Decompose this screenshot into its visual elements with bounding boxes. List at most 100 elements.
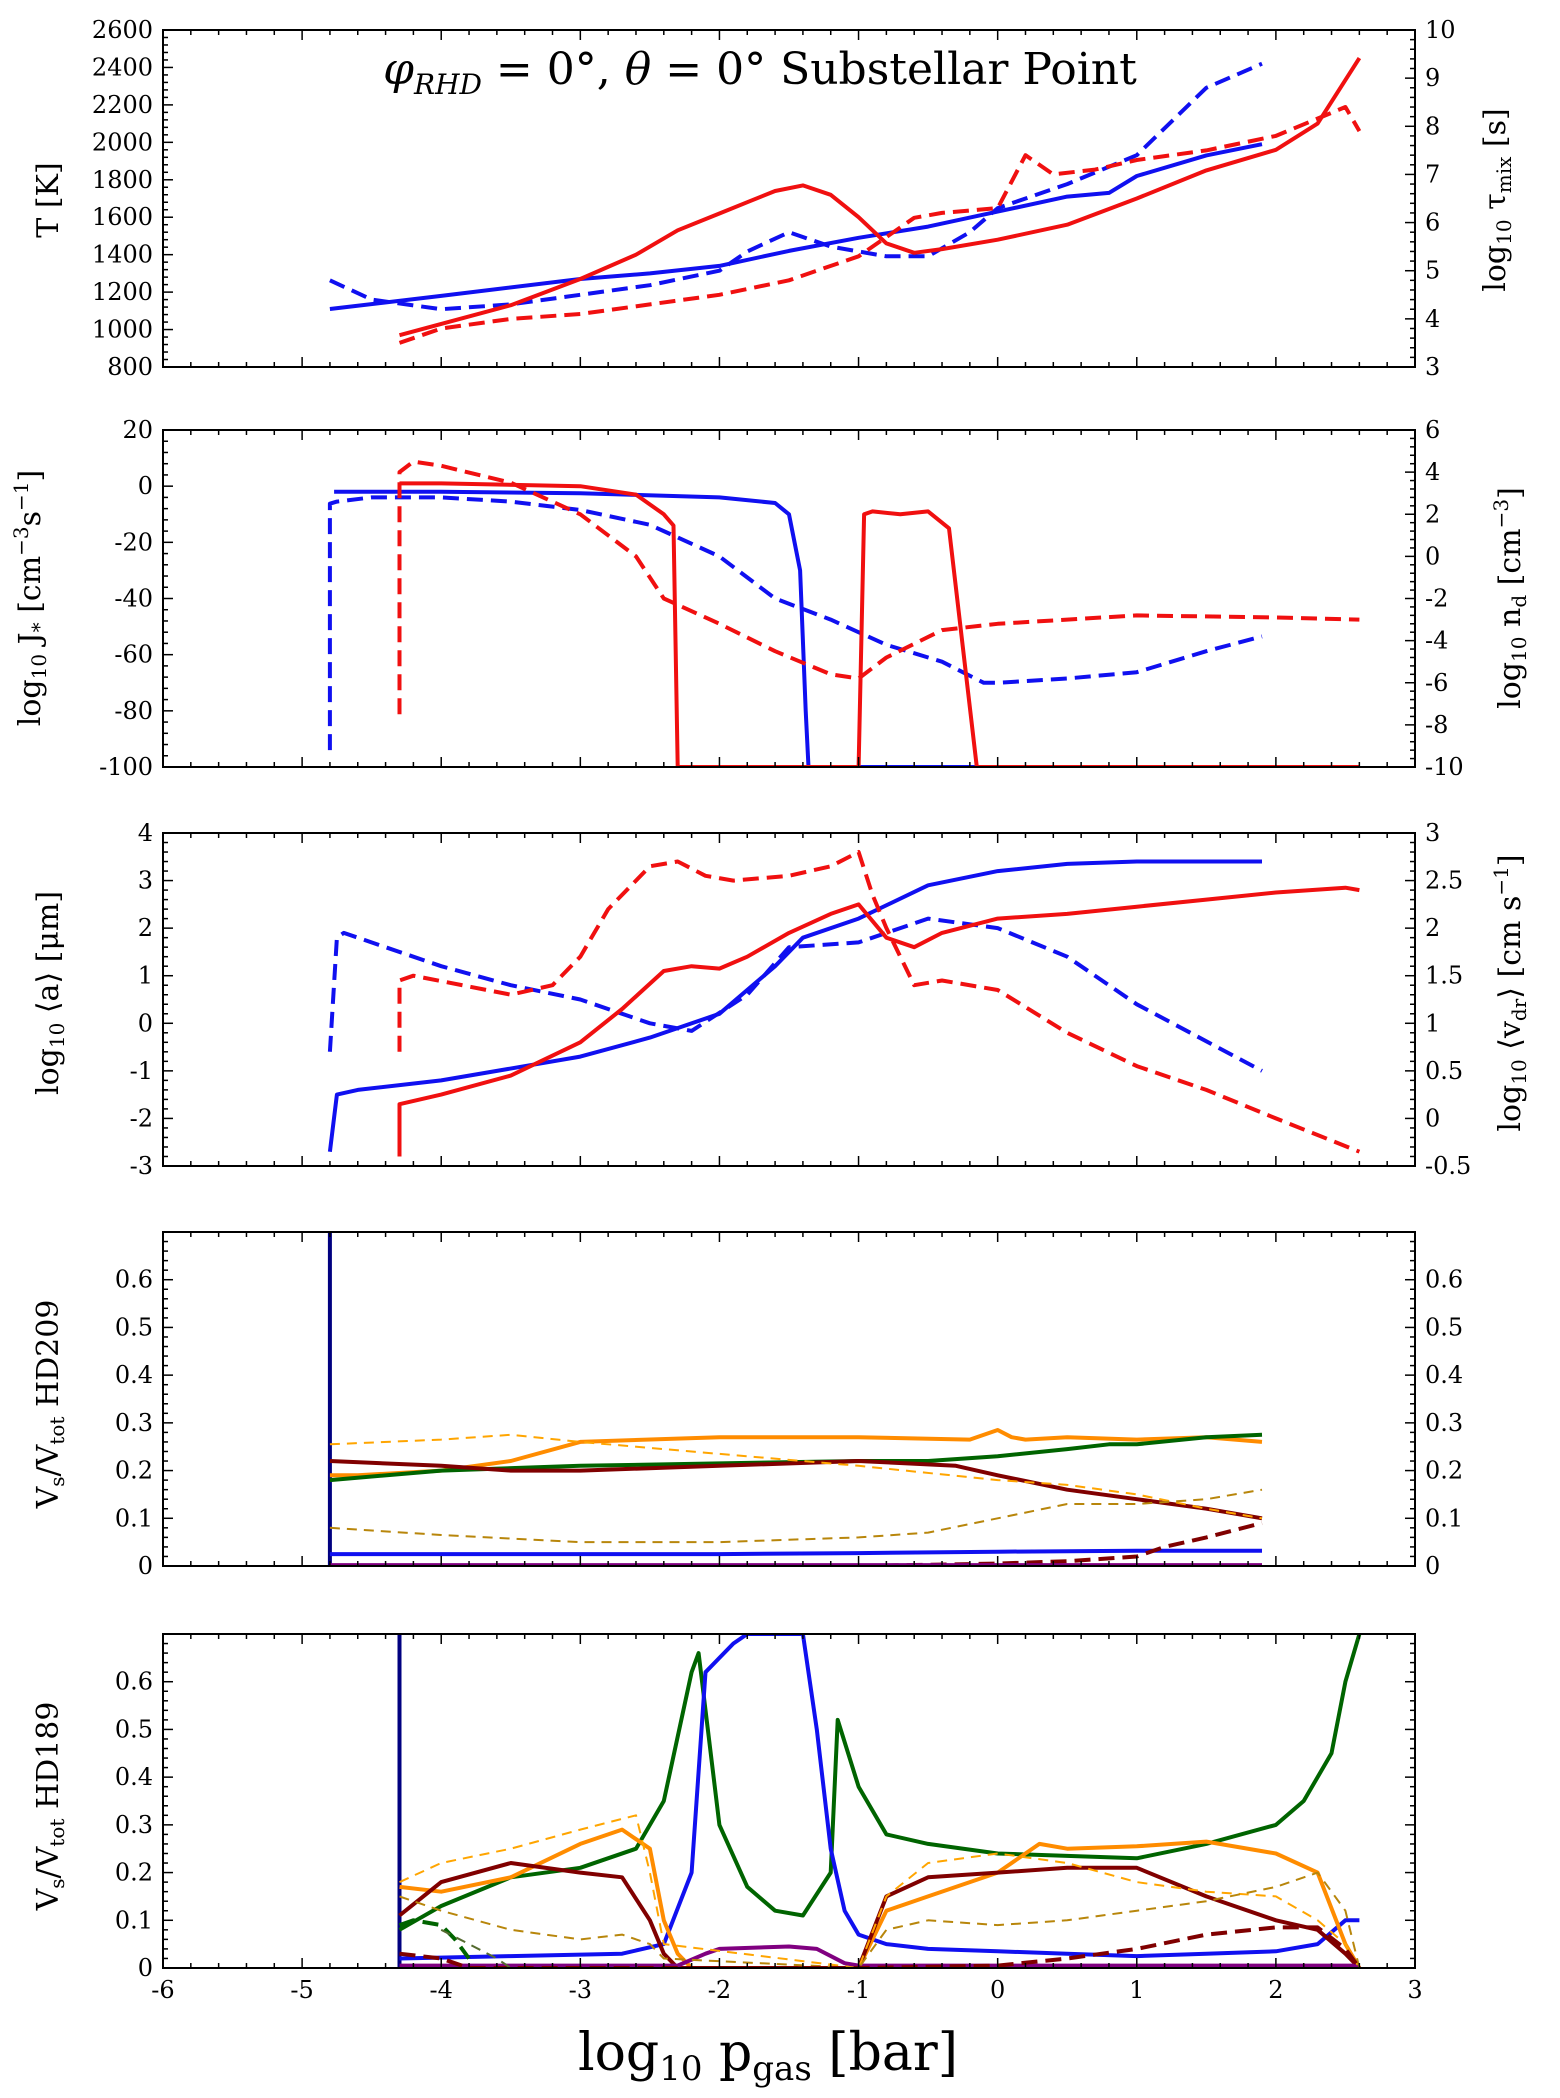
p1-ytick-left-label: 1600 <box>92 203 153 231</box>
p3-frame <box>162 832 1416 1167</box>
p4-ytick-left-label: 0.6 <box>115 1266 153 1294</box>
p1-ytick-right-label: 3 <box>1425 353 1440 381</box>
p1-ytick-right-label: 5 <box>1425 257 1440 285</box>
p2-ytick-right-label: -10 <box>1425 753 1464 781</box>
x-axis-label: log10 pgas [bar] <box>578 2023 958 2089</box>
panel-1-title: φRHD = 0°, θ = 0° Substellar Point <box>383 44 1137 101</box>
p1-ytick-left-label: 800 <box>107 353 153 381</box>
p5-series-6 <box>399 1944 1360 1968</box>
p1-ytick-right-label: 8 <box>1425 112 1440 140</box>
p2-ytick-right-label: 4 <box>1425 458 1440 486</box>
p2-ytick-right-label: -4 <box>1425 627 1448 655</box>
p4-ytick-left-label: 0.5 <box>115 1313 153 1341</box>
p3-ytick-right-label: 2 <box>1425 914 1440 942</box>
p3-ytick-left-label: 4 <box>138 819 153 847</box>
p3-series-2 <box>327 916 1263 1073</box>
panel-1-ylabel-right: log10 τmix [s] <box>1478 108 1516 291</box>
p4-ytick-left-label: 0.1 <box>115 1504 153 1532</box>
p2-ytick-right-label: 0 <box>1425 542 1440 570</box>
x-tick-label: 0 <box>990 1976 1005 2004</box>
p5-ytick-left-label: 0.4 <box>115 1763 153 1791</box>
x-tick-label: -5 <box>290 1976 313 2004</box>
p1-ytick-right-label: 10 <box>1425 16 1456 44</box>
p4-ytick-right-label: 0.3 <box>1425 1409 1463 1437</box>
p3-ytick-right-label: 0 <box>1425 1104 1440 1132</box>
panel-2-ylabel-left: log10 J* [cm−3s−1] <box>9 470 51 726</box>
panel-3-ylabel-left: log10 ⟨a⟩ [μm] <box>31 891 69 1095</box>
p5-series-8 <box>399 1871 1361 1968</box>
panel-temperature: 800 1000 1200 1400 1600 1800 2000 2200 2400 2600 3… <box>31 16 1516 381</box>
p4-ytick-left-label: 0.4 <box>115 1361 153 1389</box>
p5-series-7 <box>399 1814 1361 1968</box>
panel-1-plot: 800 1000 1200 1400 1600 1800 2000 2200 2400 2600 3… <box>92 16 1456 381</box>
p1-ytick-left-label: 1400 <box>92 241 153 269</box>
p1-ytick-left-label: 1800 <box>92 166 153 194</box>
x-tick-label: 1 <box>1129 1976 1144 2004</box>
panel-volume-hd189: -6 -5 -4 -3 -2 -1 0 1 2 3 0 0.1 0.2 0.3 0.4 0.5 0.6 Vs/V… <box>31 1633 1423 2004</box>
p5-ytick-left-label: 0.3 <box>115 1811 153 1839</box>
p2-series-3 <box>399 481 1360 767</box>
x-tick-label: -4 <box>430 1976 453 2004</box>
p4-ytick-left-label: 0 <box>138 1552 153 1580</box>
p4-frame <box>162 1231 1416 1567</box>
p4-ytick-right-label: 0 <box>1425 1552 1440 1580</box>
p1-frame <box>162 29 1416 368</box>
p4-ytick-left-label: 0.2 <box>115 1457 153 1485</box>
p2-series-group <box>327 459 1360 767</box>
p2-ytick-left-label: -20 <box>114 528 153 556</box>
p1-series-3 <box>398 57 1362 338</box>
p5-ytick-left-label: 0.2 <box>115 1859 153 1887</box>
p3-ytick-left-label: 1 <box>138 962 153 990</box>
x-tick-label: -3 <box>569 1976 592 2004</box>
p2-ytick-right-label: 2 <box>1425 500 1440 528</box>
p3-ytick-left-label: -2 <box>130 1104 153 1132</box>
p4-series-7 <box>329 1488 1263 1544</box>
p5-series-11 <box>440 1928 512 1968</box>
p5-ytick-left-label: 0.5 <box>115 1715 153 1743</box>
p2-series-1 <box>334 489 1262 767</box>
x-tick-label: -2 <box>708 1976 731 2004</box>
p1-ytick-left-label: 1000 <box>92 316 153 344</box>
p2-ytick-right-label: -8 <box>1425 711 1448 739</box>
p4-ytick-right-label: 0.6 <box>1425 1266 1463 1294</box>
p3-ytick-right-label: -0.5 <box>1425 1152 1471 1180</box>
p5-ytick-left-label: 0.6 <box>115 1668 153 1696</box>
p3-ytick-right-label: 1.5 <box>1425 962 1463 990</box>
panel-4-plot: 0 0.1 0.2 0.3 0.4 0.5 0.6 0 0.1 0.2 0.3 0.4 0.5 0.6 <box>115 1231 1463 1580</box>
p4-ytick-right-label: 0.1 <box>1425 1504 1463 1532</box>
p3-ytick-left-label: -1 <box>130 1057 153 1085</box>
p3-ytick-right-label: 0.5 <box>1425 1057 1463 1085</box>
panel-2-ylabel-right: log10 nd [cm−3] <box>1489 487 1531 709</box>
p3-series-4 <box>397 850 1361 1154</box>
panel-4-ylabel-left: Vs/Vtot HD209 <box>31 1300 69 1510</box>
p5-frame <box>162 1633 1416 1969</box>
panel-volume-hd209: 0 0.1 0.2 0.3 0.4 0.5 0.6 0 0.1 0.2 0.3 0.4 0.5 0.6 V… <box>31 1231 1463 1580</box>
p1-ytick-right-label: 6 <box>1425 209 1440 237</box>
p1-ytick-right-label: 7 <box>1425 160 1440 188</box>
p1-series-group <box>329 57 1362 345</box>
p3-ytick-left-label: 2 <box>138 914 153 942</box>
p4-series-3 <box>329 1432 1263 1483</box>
p3-series-group <box>327 850 1361 1157</box>
p4-ytick-left-label: 0.3 <box>115 1409 153 1437</box>
p3-ytick-right-label: 2.5 <box>1425 867 1463 895</box>
x-tick-label: -1 <box>847 1976 870 2004</box>
x-tick-label: -6 <box>151 1976 174 2004</box>
p5-series-2 <box>398 1634 1362 1932</box>
p3-ytick-right-label: 3 <box>1425 819 1440 847</box>
p4-ytick-right-label: 0.4 <box>1425 1361 1463 1389</box>
p1-ytick-right-label: 4 <box>1425 305 1440 333</box>
panel-3-plot: -3 -2 -1 0 1 2 3 4 -0.5 0 0.5 1 1.5 2 2.5 3 <box>130 819 1472 1180</box>
p1-ytick-left-label: 2200 <box>92 91 153 119</box>
panel-5-ylabel-left: Vs/Vtot HD189 <box>31 1702 69 1912</box>
p4-ytick-right-label: 0.2 <box>1425 1457 1463 1485</box>
p4-series-4 <box>329 1459 1263 1521</box>
p3-ytick-left-label: 0 <box>138 1009 153 1037</box>
p3-ytick-left-label: -3 <box>130 1152 153 1180</box>
p5-ytick-left-label: 0 <box>138 1954 153 1982</box>
p2-ytick-left-label: -40 <box>114 585 153 613</box>
p4-series-5 <box>329 1548 1262 1557</box>
